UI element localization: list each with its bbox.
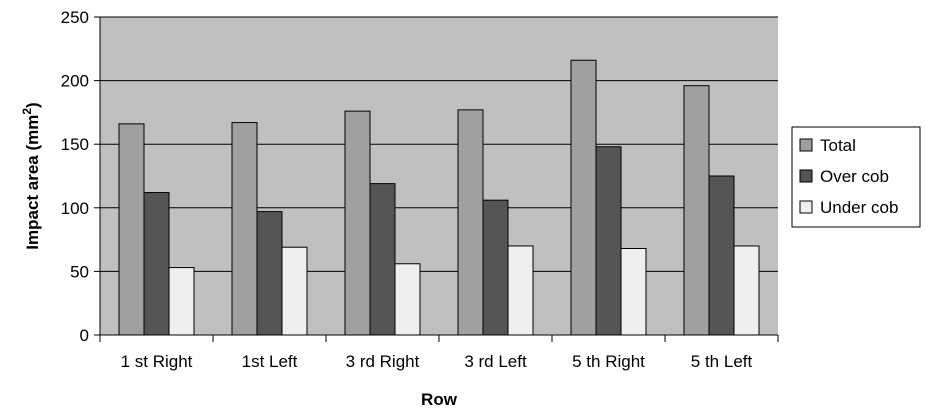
- legend: Total Over cob Under cob: [791, 126, 921, 228]
- bar: [118, 123, 145, 336]
- x-tick-label: 5 th Left: [691, 352, 753, 371]
- bar: [168, 267, 195, 336]
- legend-label: Over cob: [820, 167, 889, 186]
- bar: [708, 175, 735, 336]
- x-tick-label: 1 st Right: [121, 352, 193, 371]
- bar: [231, 122, 258, 336]
- legend-swatch: [799, 169, 813, 183]
- bar: [344, 110, 371, 336]
- bar: [595, 146, 622, 336]
- x-axis-title: Row: [421, 390, 458, 409]
- legend-label: Total: [820, 136, 856, 155]
- plot-area: [100, 17, 778, 335]
- bar: [457, 109, 484, 336]
- y-tick-label: 100: [61, 199, 89, 218]
- y-axis: 0 50 100 150 200 250: [61, 8, 101, 345]
- y-tick-label: 50: [70, 262, 89, 281]
- x-axis: 1 st Right 1st Left 3 rd Right 3 rd Left 5 t…: [99, 334, 779, 371]
- x-tick-label: 3 rd Right: [346, 352, 420, 371]
- bar: [143, 192, 170, 336]
- bar: [281, 246, 308, 336]
- bar: [620, 248, 647, 336]
- bar: [507, 245, 534, 336]
- y-tick-label: 250: [61, 8, 89, 27]
- bar: [482, 199, 509, 336]
- x-tick-label: 5 th Right: [572, 352, 645, 371]
- bars: [118, 59, 760, 336]
- bar: [683, 85, 710, 336]
- bar: [733, 245, 760, 336]
- gridlines: [100, 16, 778, 272]
- y-tick-label: 150: [61, 135, 89, 154]
- legend-swatch: [799, 138, 813, 152]
- x-tick-label: 3 rd Left: [464, 352, 527, 371]
- bar: [570, 59, 597, 336]
- bar: [369, 183, 396, 336]
- y-tick-label: 0: [80, 326, 89, 345]
- bar: [394, 263, 421, 336]
- y-tick-label: 200: [61, 72, 89, 91]
- bar: [256, 211, 283, 336]
- x-tick-label: 1st Left: [242, 352, 298, 371]
- legend-box: [791, 126, 921, 228]
- legend-swatch: [799, 200, 813, 214]
- y-axis-title: Impact area (mm2): [20, 102, 42, 249]
- legend-label: Under cob: [820, 198, 898, 217]
